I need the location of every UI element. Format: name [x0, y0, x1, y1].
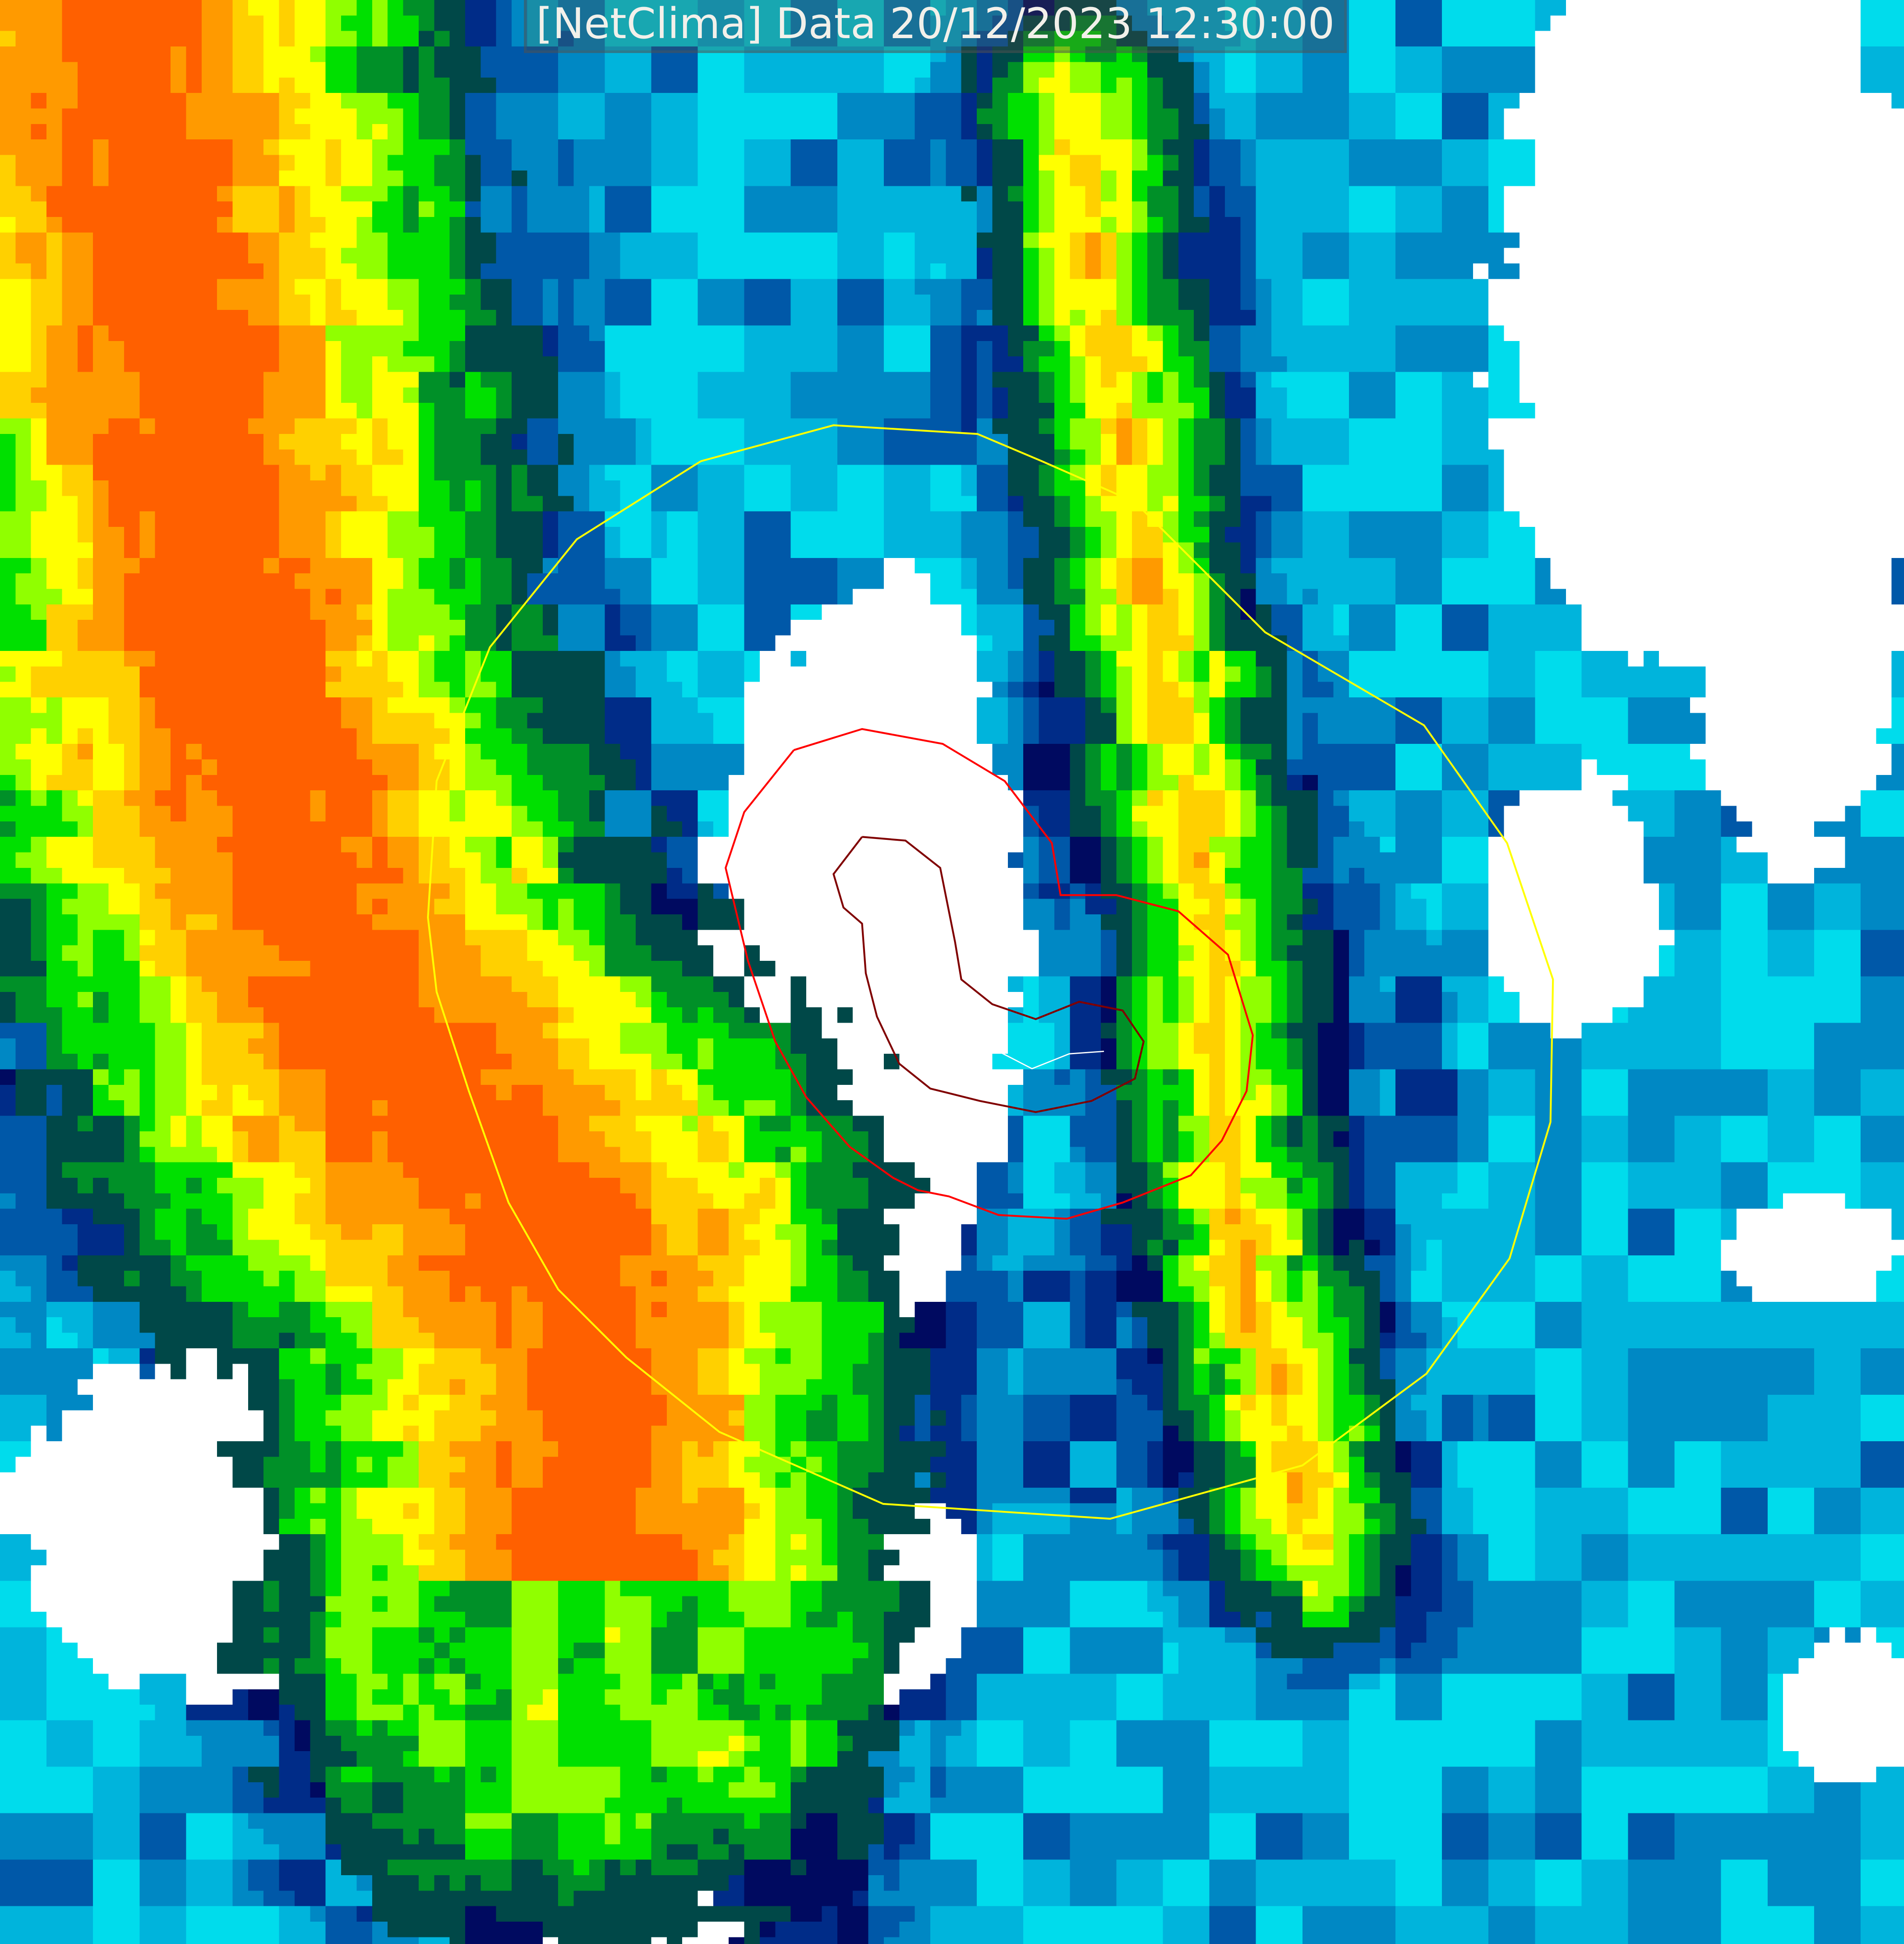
inner-contour: [832, 836, 1145, 1113]
middle-contour: [724, 728, 1254, 1220]
map-title: [NetClima] Data 20/12/2023 12:30:00: [524, 0, 1347, 53]
outer-contour: [427, 424, 1554, 1520]
storm-track: [875, 877, 1104, 1070]
